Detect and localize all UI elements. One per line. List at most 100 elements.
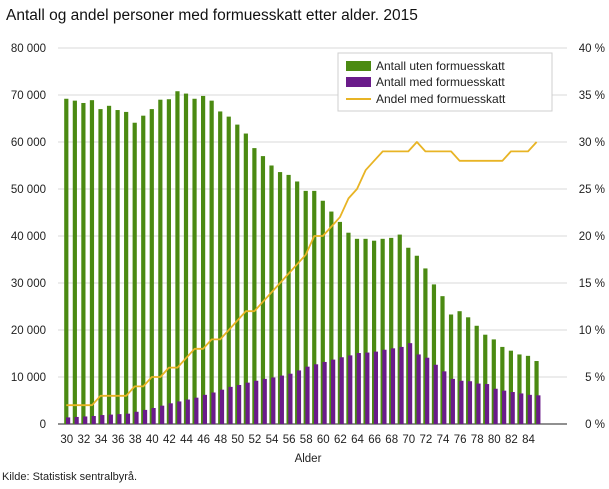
bar-uten: [277, 172, 283, 424]
bar-uten: [346, 232, 351, 424]
bar-med: [467, 381, 473, 424]
bar-uten: [491, 339, 496, 424]
x-tick-label: 68: [385, 434, 398, 446]
bar-med: [322, 361, 327, 424]
bar-uten: [295, 181, 300, 424]
bar-uten: [474, 325, 479, 424]
bar-med: [476, 383, 481, 424]
bar-uten: [218, 111, 223, 424]
bar-uten: [500, 346, 505, 424]
bar-uten: [98, 109, 103, 424]
bar-med: [373, 351, 378, 424]
bar-med: [433, 364, 438, 424]
bar-med: [296, 370, 302, 424]
legend-label-uten: Antall uten formuesskatt: [376, 59, 505, 73]
bar-med: [185, 399, 190, 424]
bar-uten: [483, 334, 488, 424]
bar-med: [125, 413, 131, 424]
bar-uten: [132, 122, 137, 424]
bar-uten: [466, 317, 471, 424]
right-axis-ticks: 0 % 5 % 10 % 15 % 20 % 25 % 30 % 35 % 40 %: [579, 43, 605, 431]
legend-label-andel: Andel med formuesskatt: [376, 92, 506, 106]
bar-med: [194, 397, 199, 424]
bar-uten: [389, 237, 394, 424]
left-tick-label: 0: [40, 419, 46, 431]
x-tick-label: 74: [437, 434, 450, 446]
bar-med: [74, 416, 79, 424]
x-tick-label: 52: [249, 434, 262, 446]
bar-uten: [149, 109, 154, 424]
bar-uten: [209, 100, 214, 424]
bar-uten: [64, 98, 69, 424]
bar-uten: [269, 165, 274, 424]
left-tick-label: 20 000: [11, 325, 46, 337]
bar-uten: [201, 95, 206, 424]
right-tick-label: 0 %: [585, 419, 605, 431]
x-tick-label: 82: [505, 434, 518, 446]
bar-med: [91, 416, 96, 424]
bar-uten: [372, 240, 377, 424]
bar-uten: [354, 238, 360, 424]
bar-uten: [312, 190, 317, 424]
bar-med: [305, 366, 310, 424]
x-tick-label: 38: [129, 434, 142, 446]
bar-med: [425, 357, 430, 424]
legend-swatch-uten: [346, 61, 371, 71]
bar-uten: [423, 268, 428, 424]
x-axis-ticks: 30 32 34 36 38 40 42 44 46 48 50 52 54 56 58 60 62 64 66 68…: [60, 434, 535, 446]
x-tick-label: 34: [95, 434, 108, 446]
bar-med: [484, 384, 490, 424]
right-tick-label: 30 %: [579, 137, 605, 149]
x-tick-label: 70: [402, 434, 415, 446]
bar-uten: [72, 100, 77, 424]
right-tick-label: 15 %: [579, 278, 605, 290]
bar-uten: [81, 102, 86, 425]
bar-med: [331, 359, 336, 424]
legend-swatch-med: [346, 77, 371, 87]
bar-uten: [115, 110, 120, 424]
bar-uten: [235, 124, 240, 425]
bar-med: [219, 389, 225, 424]
bar-med: [442, 371, 447, 424]
series-uten-bars: [64, 91, 539, 425]
bar-med: [100, 415, 105, 424]
bar-med: [160, 405, 165, 424]
bar-uten: [320, 200, 325, 424]
bar-med: [416, 354, 421, 424]
x-tick-label: 56: [283, 434, 296, 446]
chart-title: Antall og andel personer med formuesskat…: [6, 7, 418, 24]
bar-uten: [106, 105, 112, 424]
bar-med: [493, 388, 498, 424]
bar-uten: [175, 91, 180, 425]
legend: Antall uten formuesskatt Antall med form…: [337, 52, 553, 112]
bar-med: [339, 357, 344, 424]
right-tick-label: 10 %: [579, 325, 605, 337]
x-tick-label: 44: [180, 434, 193, 446]
bar-med: [390, 348, 396, 424]
bar-uten: [525, 355, 531, 424]
bar-med: [356, 353, 361, 424]
bar-uten: [397, 234, 402, 424]
left-tick-label: 30 000: [11, 278, 46, 290]
x-tick-label: 78: [471, 434, 484, 446]
bar-med: [202, 394, 207, 424]
bar-med: [134, 411, 139, 424]
bar-med: [382, 349, 387, 424]
bar-uten: [89, 100, 95, 425]
series-med-bars: [66, 343, 541, 424]
source-note: Kilde: Statistisk sentralbyrå.: [2, 471, 138, 483]
right-tick-label: 25 %: [579, 184, 605, 196]
bar-med: [536, 395, 541, 424]
bar-med: [108, 414, 113, 424]
x-tick-label: 30: [60, 434, 73, 446]
bar-uten: [183, 93, 189, 424]
bar-uten: [517, 354, 522, 424]
bar-med: [288, 373, 293, 424]
right-tick-label: 5 %: [585, 372, 605, 384]
bar-med: [177, 401, 182, 424]
x-tick-label: 80: [488, 434, 501, 446]
legend-label-med: Antall med formuesskatt: [376, 75, 505, 89]
bar-uten: [380, 238, 385, 424]
bar-med: [510, 392, 515, 424]
